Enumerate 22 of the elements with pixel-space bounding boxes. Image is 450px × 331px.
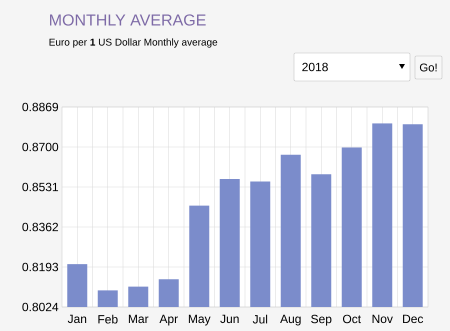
x-tick-label: Aug: [280, 314, 301, 326]
x-tick-label: May: [188, 314, 211, 326]
x-tick-label: Jun: [220, 314, 239, 324]
x-tick-label: Oct: [342, 314, 361, 324]
y-tick-label: 0.8700: [22, 142, 58, 152]
x-tick-label: Mar: [128, 314, 148, 324]
x-tick-label: Apr: [159, 314, 178, 326]
text: Go!: [420, 63, 437, 72]
x-tick-label: Feb: [98, 314, 118, 324]
y-tick-label: 0.8024: [22, 302, 58, 312]
x-tick-label: Jul: [252, 314, 268, 324]
y-tick-label: 0.8193: [22, 262, 58, 272]
y-tick-label: 0.8531: [22, 182, 58, 192]
text: 2018: [302, 62, 328, 72]
y-tick-label: 0.8362: [22, 222, 58, 232]
x-tick-label: Nov: [372, 314, 393, 324]
y-tick-label: 0.8869: [22, 102, 58, 112]
x-tick-label: Sep: [311, 314, 332, 326]
chart-title: MONTHLY AVERAGE: [50, 14, 206, 26]
chart-subtitle: Euro per 1 US Dollar Monthly average: [50, 38, 218, 48]
x-tick-label: Dec: [403, 314, 424, 324]
x-tick-label: Jan: [68, 314, 86, 324]
